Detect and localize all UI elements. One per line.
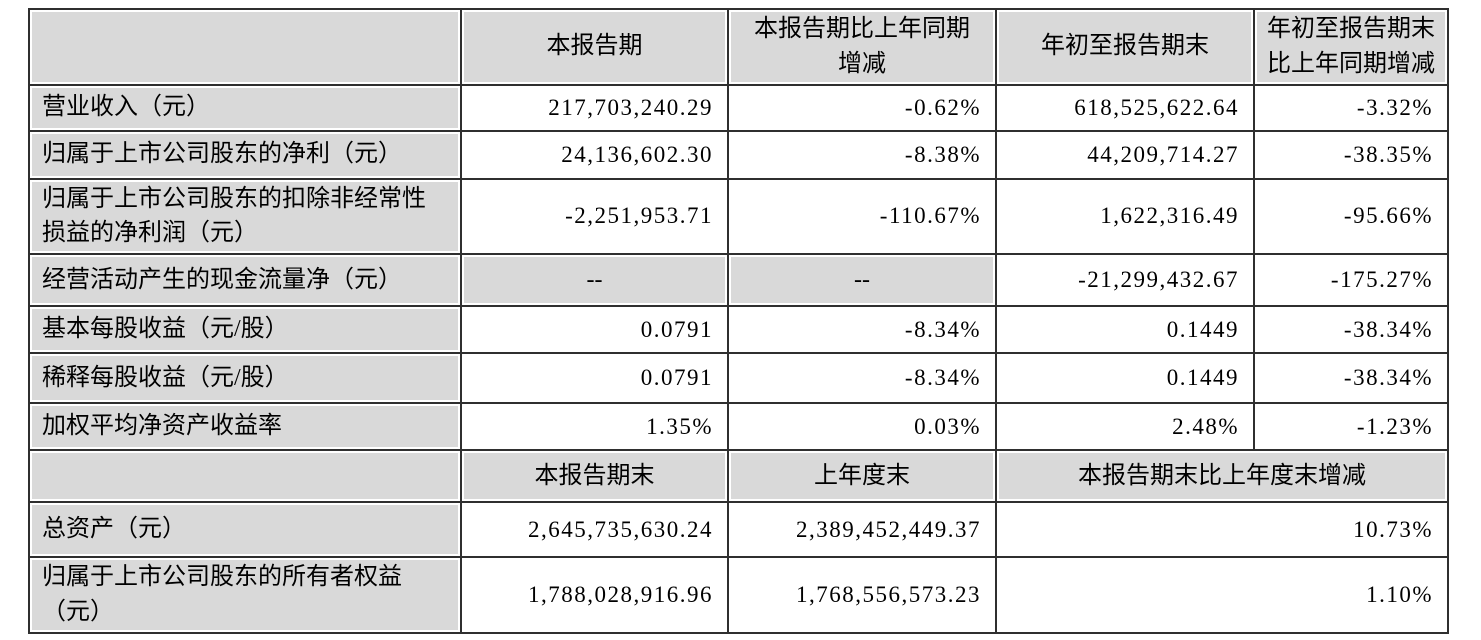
value-ytd-change: -38.34% <box>1253 305 1449 355</box>
value-ytd-change: -95.66% <box>1253 177 1449 256</box>
header-current-period: 本报告期 <box>460 8 729 86</box>
value-current-period: 217,703,240.29 <box>460 83 729 132</box>
value-ytd: 618,525,622.64 <box>995 83 1255 132</box>
table-row-equity: 归属于上市公司股东的所有者权益（元） 1,788,028,916.96 1,76… <box>28 556 1449 634</box>
value-current-change: -110.67% <box>727 177 997 256</box>
metric-label: 归属于上市公司股东的净利（元） <box>28 129 462 180</box>
value-ytd: 0.1449 <box>995 352 1255 405</box>
metric-label: 加权平均净资产收益率 <box>28 402 462 452</box>
value-current-period: -- <box>460 253 729 308</box>
table-row-diluted-eps: 稀释每股收益（元/股） 0.0791 -8.34% 0.1449 -38.34% <box>28 352 1449 405</box>
header-period-end-change: 本报告期末比上年度末增减 <box>995 449 1449 504</box>
value-current-period: -2,251,953.71 <box>460 177 729 256</box>
table-row-net-profit: 归属于上市公司股东的净利（元） 24,136,602.30 -8.38% 44,… <box>28 129 1449 180</box>
table-row-total-assets: 总资产（元） 2,645,735,630.24 2,389,452,449.37… <box>28 501 1449 559</box>
table-row-revenue: 营业收入（元） 217,703,240.29 -0.62% 618,525,62… <box>28 83 1449 132</box>
value-current-change: -8.38% <box>727 129 997 180</box>
table-row-weighted-avg-roe: 加权平均净资产收益率 1.35% 0.03% 2.48% -1.23% <box>28 402 1449 452</box>
header-ytd: 年初至报告期末 <box>995 8 1255 86</box>
header-blank-cell <box>28 8 462 86</box>
value-period-end: 1,788,028,916.96 <box>460 556 729 634</box>
metric-label: 归属于上市公司股东的扣除非经常性损益的净利润（元） <box>28 177 462 256</box>
metric-label: 归属于上市公司股东的所有者权益（元） <box>28 556 462 634</box>
value-ytd-change: -3.32% <box>1253 83 1449 132</box>
value-prev-year-end: 1,768,556,573.23 <box>727 556 997 634</box>
header-period-end: 本报告期末 <box>460 449 729 504</box>
value-current-change: -0.62% <box>727 83 997 132</box>
header-row-position: 本报告期末 上年度末 本报告期末比上年度末增减 <box>28 449 1449 504</box>
header-current-period-change: 本报告期比上年同期 增减 <box>727 8 997 86</box>
value-current-period: 0.0791 <box>460 305 729 355</box>
table-row-basic-eps: 基本每股收益（元/股） 0.0791 -8.34% 0.1449 -38.34% <box>28 305 1449 355</box>
value-ytd-change: -175.27% <box>1253 253 1449 308</box>
financial-summary-table: 本报告期 本报告期比上年同期 增减 年初至报告期末 年初至报告期末 比上年同期增… <box>28 8 1449 634</box>
metric-label: 稀释每股收益（元/股） <box>28 352 462 405</box>
value-current-period: 24,136,602.30 <box>460 129 729 180</box>
value-ytd-change: -38.34% <box>1253 352 1449 405</box>
value-current-change: -- <box>727 253 997 308</box>
value-ytd: 1,622,316.49 <box>995 177 1255 256</box>
value-current-period: 1.35% <box>460 402 729 452</box>
value-period-end: 2,645,735,630.24 <box>460 501 729 559</box>
value-ytd: 0.1449 <box>995 305 1255 355</box>
header-blank-cell <box>28 449 462 504</box>
value-ytd: -21,299,432.67 <box>995 253 1255 308</box>
table-row-net-profit-excl-nonrecurring: 归属于上市公司股东的扣除非经常性损益的净利润（元） -2,251,953.71 … <box>28 177 1449 256</box>
metric-label: 基本每股收益（元/股） <box>28 305 462 355</box>
value-period-end-change: 10.73% <box>995 501 1449 559</box>
metric-label: 总资产（元） <box>28 501 462 559</box>
header-row-period: 本报告期 本报告期比上年同期 增减 年初至报告期末 年初至报告期末 比上年同期增… <box>28 8 1449 86</box>
value-ytd-change: -38.35% <box>1253 129 1449 180</box>
metric-label: 营业收入（元） <box>28 83 462 132</box>
value-period-end-change: 1.10% <box>995 556 1449 634</box>
value-current-change: -8.34% <box>727 352 997 405</box>
metric-label: 经营活动产生的现金流量净（元） <box>28 253 462 308</box>
value-current-change: 0.03% <box>727 402 997 452</box>
value-current-change: -8.34% <box>727 305 997 355</box>
table-row-operating-cash-flow: 经营活动产生的现金流量净（元） -- -- -21,299,432.67 -17… <box>28 253 1449 308</box>
header-prev-year-end: 上年度末 <box>727 449 997 504</box>
header-ytd-change: 年初至报告期末 比上年同期增减 <box>1253 8 1449 86</box>
value-current-period: 0.0791 <box>460 352 729 405</box>
value-ytd: 44,209,714.27 <box>995 129 1255 180</box>
value-ytd-change: -1.23% <box>1253 402 1449 452</box>
value-prev-year-end: 2,389,452,449.37 <box>727 501 997 559</box>
value-ytd: 2.48% <box>995 402 1255 452</box>
